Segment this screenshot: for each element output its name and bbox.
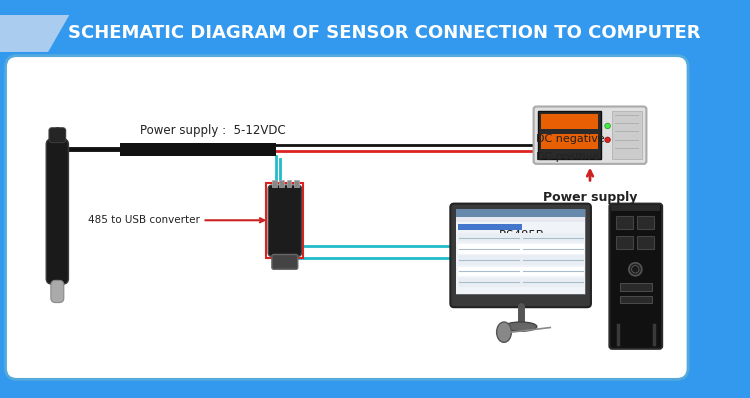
FancyBboxPatch shape bbox=[450, 204, 591, 307]
FancyBboxPatch shape bbox=[638, 236, 654, 249]
Text: Power supply :  5-12VDC: Power supply : 5-12VDC bbox=[140, 124, 286, 137]
FancyBboxPatch shape bbox=[46, 139, 68, 284]
Bar bbox=[612, 111, 642, 159]
Bar bbox=[120, 142, 275, 156]
Bar bbox=[286, 179, 291, 187]
FancyBboxPatch shape bbox=[268, 185, 302, 256]
Bar bbox=[458, 278, 584, 287]
Bar bbox=[456, 209, 586, 217]
FancyBboxPatch shape bbox=[533, 107, 646, 164]
Bar bbox=[456, 217, 586, 222]
Bar bbox=[538, 111, 601, 159]
Bar bbox=[458, 233, 584, 242]
FancyBboxPatch shape bbox=[5, 56, 688, 379]
Ellipse shape bbox=[496, 322, 512, 342]
FancyBboxPatch shape bbox=[272, 254, 298, 269]
Bar bbox=[620, 296, 652, 304]
Text: DC negative: DC negative bbox=[536, 135, 605, 144]
Bar bbox=[458, 224, 523, 230]
Bar bbox=[0, 15, 694, 52]
Text: SCHEMATIC DIAGRAM OF SENSOR CONNECTION TO COMPUTER: SCHEMATIC DIAGRAM OF SENSOR CONNECTION T… bbox=[68, 24, 700, 43]
Text: RS485B: RS485B bbox=[500, 228, 545, 242]
Bar bbox=[456, 209, 586, 294]
Bar bbox=[294, 179, 298, 187]
Text: DC positive: DC positive bbox=[536, 152, 600, 162]
Bar bbox=[456, 222, 586, 294]
FancyBboxPatch shape bbox=[616, 216, 632, 228]
Bar bbox=[458, 267, 584, 276]
Circle shape bbox=[604, 137, 610, 142]
Text: Power supply: Power supply bbox=[543, 191, 638, 204]
Bar bbox=[620, 283, 652, 291]
FancyBboxPatch shape bbox=[616, 236, 632, 249]
Bar bbox=[611, 205, 660, 211]
Bar bbox=[272, 179, 277, 187]
Bar bbox=[266, 183, 303, 258]
Ellipse shape bbox=[505, 322, 537, 331]
FancyBboxPatch shape bbox=[610, 204, 662, 349]
Bar bbox=[541, 114, 598, 129]
Text: RS485A: RS485A bbox=[500, 256, 545, 268]
FancyBboxPatch shape bbox=[638, 216, 654, 228]
Polygon shape bbox=[0, 15, 69, 52]
Bar bbox=[458, 244, 584, 254]
FancyBboxPatch shape bbox=[49, 128, 66, 142]
Bar bbox=[279, 179, 284, 187]
Bar bbox=[541, 134, 598, 149]
Circle shape bbox=[628, 263, 642, 276]
Circle shape bbox=[632, 265, 639, 273]
Bar bbox=[458, 256, 584, 265]
Circle shape bbox=[604, 123, 610, 129]
FancyBboxPatch shape bbox=[51, 280, 64, 302]
Text: 485 to USB converter: 485 to USB converter bbox=[88, 215, 264, 225]
